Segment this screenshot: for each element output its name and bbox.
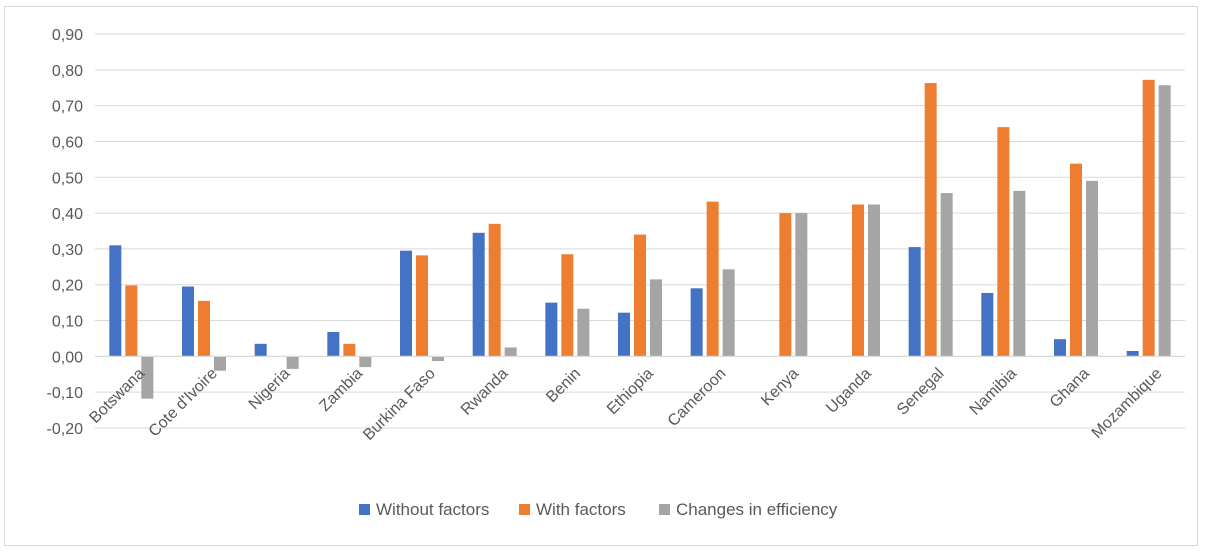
bar-changes-in-efficiency: [432, 356, 444, 362]
y-tick-label: 0,10: [52, 314, 83, 331]
y-tick-label: 0,70: [52, 99, 83, 116]
bar-with-factors: [997, 127, 1010, 357]
x-tick-label: Ethiopia: [604, 365, 657, 418]
x-tick-label: Benin: [543, 365, 584, 406]
bars: [109, 79, 1171, 399]
x-tick-label: Nigeria: [246, 365, 294, 413]
y-tick-label: 0,30: [52, 242, 83, 259]
bar-without-factors: [545, 302, 558, 357]
x-tick-label: Mozambique: [1089, 365, 1166, 442]
x-tick-label: Botswana: [86, 365, 148, 427]
bar-without-factors: [981, 292, 994, 357]
x-tick-label: Zambia: [316, 365, 366, 415]
legend-label: With factors: [536, 500, 626, 519]
bar-changes-in-efficiency: [214, 356, 226, 371]
bar-changes-in-efficiency: [722, 269, 735, 357]
bar-changes-in-efficiency: [504, 347, 517, 357]
x-tick-label: Burkina Faso: [360, 365, 439, 444]
bar-without-factors: [690, 288, 703, 357]
y-tick-label: 0,60: [52, 134, 83, 151]
legend-swatch: [659, 504, 670, 515]
legend-label: Without factors: [376, 500, 489, 519]
y-tick-label: 0,90: [52, 27, 83, 44]
bar-with-factors: [198, 300, 210, 357]
bar-without-factors: [1054, 339, 1066, 357]
bar-changes-in-efficiency: [359, 356, 372, 368]
bar-without-factors: [400, 250, 412, 357]
bar-changes-in-efficiency: [577, 308, 590, 357]
bar-without-factors: [1126, 350, 1139, 357]
bar-changes-in-efficiency: [1086, 180, 1098, 357]
bar-without-factors: [327, 332, 340, 357]
bar-with-factors: [706, 201, 719, 357]
y-tick-label: 0,50: [52, 170, 83, 187]
x-tick-label: Uganda: [823, 365, 875, 417]
x-tick-label: Cote d'Ivoire: [146, 365, 221, 440]
bar-without-factors: [618, 312, 630, 357]
legend: Without factors With factors Changes in ef…: [359, 500, 838, 519]
bar-without-factors: [109, 245, 122, 357]
bar-with-factors: [343, 343, 356, 357]
bar-changes-in-efficiency: [141, 356, 154, 399]
y-tick-label: 0,40: [52, 206, 83, 223]
bar-changes-in-efficiency: [1013, 190, 1026, 357]
x-tick-label: Ghana: [1047, 365, 1093, 411]
bar-changes-in-efficiency: [940, 193, 953, 357]
bar-with-factors: [852, 204, 864, 357]
bar-with-factors: [416, 255, 428, 357]
bar-without-factors: [472, 232, 485, 357]
y-tick-label: -0,20: [47, 421, 84, 438]
bar-changes-in-efficiency: [1158, 85, 1171, 357]
legend-item: Changes in efficiency: [659, 500, 838, 519]
bar-with-factors: [924, 83, 937, 357]
bar-changes-in-efficiency: [868, 204, 880, 357]
bar-with-factors: [488, 223, 501, 357]
y-tick-label: 0,20: [52, 278, 83, 295]
bar-changes-in-efficiency: [286, 356, 299, 369]
legend-item: Without factors: [359, 500, 489, 519]
y-tick-label: -0,10: [47, 385, 84, 402]
bar-with-factors: [779, 213, 792, 357]
chart-border: [4, 6, 1198, 546]
legend-label: Changes in efficiency: [676, 500, 838, 519]
bar-without-factors: [254, 343, 267, 357]
bar-without-factors: [908, 247, 921, 357]
bar-with-factors: [634, 234, 646, 357]
y-tick-label: 0,80: [52, 63, 83, 80]
bar-with-factors: [1142, 79, 1155, 357]
x-tick-label: Cameroon: [665, 365, 730, 430]
bar-changes-in-efficiency: [795, 213, 808, 357]
legend-item: With factors: [519, 500, 626, 519]
y-tick-label: 0,00: [52, 349, 83, 366]
bar-without-factors: [182, 286, 194, 357]
bar-with-factors: [125, 285, 138, 357]
bar-with-factors: [561, 254, 574, 357]
bar-changes-in-efficiency: [650, 279, 662, 357]
bar-with-factors: [1070, 163, 1082, 357]
legend-swatch: [359, 504, 370, 515]
legend-swatch: [519, 504, 530, 515]
x-tick-label: Kenya: [758, 365, 802, 409]
y-axis-ticks: -0,20 -0,10 0,00 0,10 0,20 0,30 0,40 0,50 0,60 0,…: [47, 27, 84, 438]
